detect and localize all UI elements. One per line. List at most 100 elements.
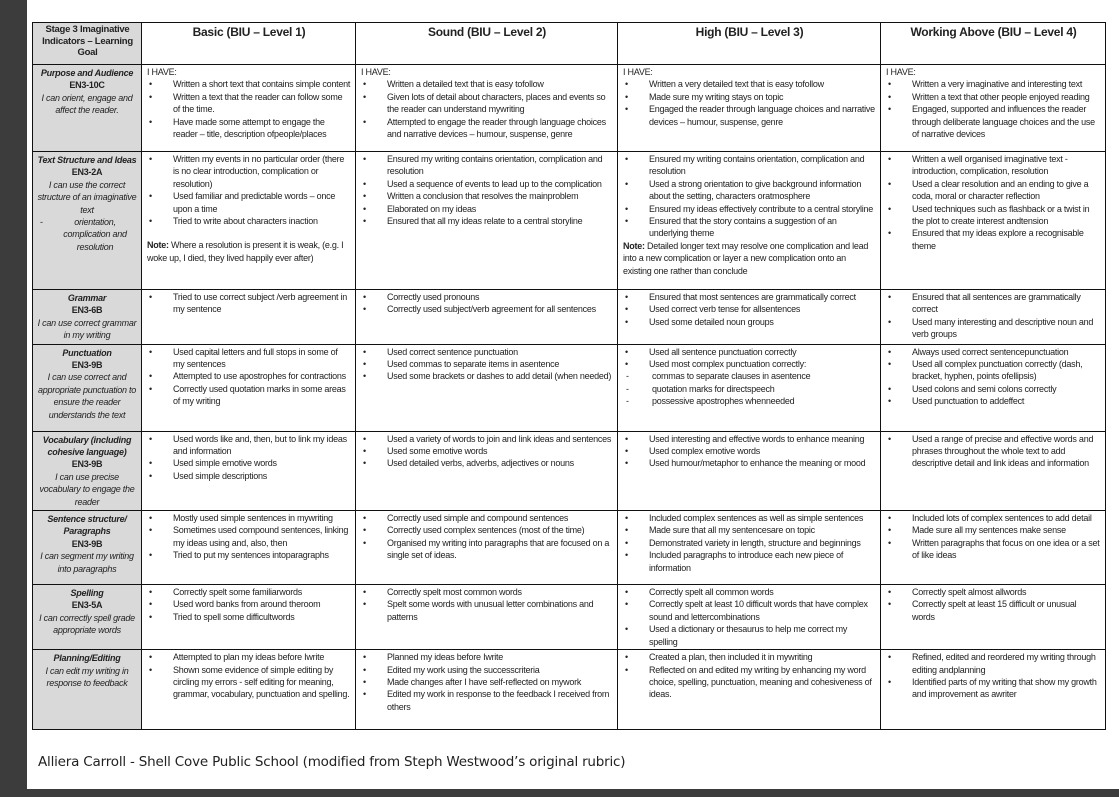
criteria-item: - quotation marks for directspeech [623, 383, 876, 395]
rubric-row: Punctuation EN3-9B I can use correct and a… [32, 343, 1106, 432]
goal-title: Purpose and Audience [40, 68, 134, 78]
criteria-text: Sometimes used compound sentences, linki… [173, 525, 349, 548]
criteria-text: Made changes after I have self-reflected… [387, 676, 582, 687]
criteria-item: • Written a text that the reader can foll… [147, 91, 351, 116]
criteria-item: • Sometimes used compound sentences, link… [147, 524, 351, 549]
criteria-item: • Used colons and semi colons correctly [886, 383, 1101, 395]
criteria-cell: • Included lots of complex sentences to a… [880, 510, 1106, 586]
criteria-item: • Ensured that all sentences are grammati… [886, 291, 1101, 316]
header-level-4: Working Above (BIU – Level 4) [880, 22, 1106, 65]
criteria-item: • Used capital letters and full stops in … [147, 346, 351, 371]
criteria-cell: I HAVE: • Written a short text that contai… [141, 64, 356, 152]
criteria-text: Included complex sentences as well as si… [649, 513, 864, 524]
goal-code: EN3-9B [71, 360, 103, 371]
criteria-item: • Used humour/metaphor to enhance the mea… [623, 457, 876, 469]
criteria-item: • Given lots of detail about characters, … [361, 91, 613, 116]
rubric-row: Spelling EN3-5A I can correctly spell grad… [32, 584, 1106, 651]
criteria-cell: • Written a well organised imaginative te… [880, 151, 1106, 290]
bullet-icon: • [888, 91, 891, 102]
goal-description: I can use the correct structure of an im… [37, 179, 137, 215]
criteria-item: • Made changes after I have self-reflecte… [361, 676, 613, 688]
bullet-icon: • [149, 611, 152, 622]
criteria-text: Ensured that the story contains a sugges… [649, 216, 837, 239]
criteria-text: Correctly spelt almost allwords [912, 587, 1027, 598]
criteria-item: • Written paragraphs that focus on one id… [886, 537, 1101, 562]
bullet-icon: • [149, 216, 152, 227]
criteria-text: Used word banks from around theroom [173, 599, 321, 610]
bullet-icon: • [888, 203, 891, 214]
criteria-item: • Ensured my ideas effectively contribute… [623, 203, 876, 215]
learning-goal-cell: Grammar EN3-6B I can use correct grammar i… [32, 289, 142, 345]
goal-title: Spelling [70, 588, 104, 599]
criteria-text: Correctly used pronouns [387, 292, 480, 302]
criteria-text: Used capital letters and full stops in s… [173, 346, 338, 370]
criteria-text: Written a short text that contains simpl… [173, 79, 351, 90]
criteria-text: Written a text that other people enjoyed… [912, 91, 1090, 102]
criteria-text: Spelt some words with unusual letter com… [387, 599, 594, 622]
criteria-item: • Used interesting and effective words to… [623, 433, 876, 445]
goal-code: EN3-9B [71, 459, 103, 470]
bullet-icon: • [625, 203, 628, 214]
criteria-text: Written a conclusion that resolves the m… [387, 191, 579, 202]
criteria-item: • Used simple descriptions [147, 470, 351, 482]
criteria-text: Used humour/metaphor to enhance the mean… [649, 458, 866, 469]
learning-goal-cell: Planning/Editing I can edit my writing in… [32, 649, 142, 731]
criteria-cell: • Included complex sentences as well as s… [617, 510, 881, 586]
criteria-item: • Correctly used quotation marks in some … [147, 383, 351, 408]
criteria-text: Correctly used quotation marks in some a… [173, 383, 346, 407]
criteria-item: • Used commas to separate items in asente… [361, 358, 613, 370]
bullet-icon: • [625, 433, 628, 444]
criteria-cell: • Correctly spelt almost allwords • Correct… [880, 584, 1106, 651]
goal-title: Grammar [67, 293, 107, 303]
goal-code: EN3-6B [71, 305, 103, 316]
criteria-text: Correctly spelt most common words [387, 587, 522, 598]
goal-description: I can edit my writing in response to fee… [45, 665, 129, 688]
goal-code: EN3-10C [69, 80, 105, 91]
criteria-cell: • Written my events in no particular orde… [141, 151, 356, 290]
bullet-icon: • [888, 104, 891, 115]
criteria-item: • Written a well organised imaginative te… [886, 153, 1101, 178]
criteria-text: Attempted to engage the reader through l… [387, 116, 606, 140]
criteria-text: Ensured that all my ideas relate to a ce… [387, 216, 583, 227]
goal-code: EN3-9B [71, 538, 103, 549]
bullet-icon: • [625, 292, 628, 302]
criteria-item: • Have made some attempt to engage the re… [147, 116, 351, 141]
goal-sub-item-text: orientation, complication and resolution [63, 217, 127, 252]
criteria-item: • Used a clear resolution and an ending t… [886, 178, 1101, 203]
criteria-item: • Used a range of precise and effective w… [886, 433, 1101, 470]
bullet-icon: • [363, 203, 366, 214]
criteria-item: • Edited my work in response to the feedb… [361, 688, 613, 713]
criteria-cell: • Attempted to plan my ideas before Iwrit… [141, 649, 356, 731]
rubric-row: Purpose and Audience EN3-10C I can orient,… [32, 64, 1106, 152]
criteria-item: • Correctly spelt all common words [623, 586, 876, 598]
bullet-icon: • [625, 304, 628, 315]
bullet-icon: • [149, 346, 152, 357]
criteria-text: Correctly used complex sentences (most o… [387, 525, 585, 536]
criteria-text: Used correct verb tense for allsentences [649, 304, 801, 315]
bullet-icon: • [625, 359, 628, 370]
criteria-cell: • Used a variety of words to join and lin… [355, 430, 618, 512]
criteria-item: • Used a sequence of events to lead up to… [361, 178, 613, 190]
bullet-icon: • [625, 446, 628, 457]
bullet-icon: • [363, 371, 366, 382]
bullet-icon: • [363, 599, 366, 610]
criteria-text: Used a variety of words to join and link… [387, 433, 612, 444]
criteria-text: Written paragraphs that focus on one ide… [912, 537, 1100, 561]
criteria-text: Ensured that my ideas explore a recognis… [912, 228, 1084, 251]
footer-credit: Alliera Carroll - Shell Cove Public Scho… [38, 754, 626, 770]
bullet-icon: • [149, 292, 152, 302]
criteria-text: Made sure that all my sentencesare on to… [649, 525, 815, 536]
goal-title: Sentence structure/ Paragraphs [47, 514, 127, 537]
learning-goal-cell: Purpose and Audience EN3-10C I can orient,… [32, 64, 142, 152]
criteria-item: • Attempted to engage the reader through … [361, 116, 613, 141]
criteria-item: • Refined, edited and reordered my writin… [886, 651, 1101, 676]
criteria-text: Used many interesting and descriptive no… [912, 316, 1094, 340]
criteria-item: • Used most complex punctuation correctly… [623, 358, 876, 370]
criteria-item: • Made sure that all my sentencesare on t… [623, 524, 876, 536]
criteria-text: Ensured that most sentences are grammati… [649, 292, 856, 302]
criteria-text: Used familiar and predictable words – on… [173, 191, 336, 214]
bullet-icon: • [888, 346, 891, 357]
bullet-icon: • [625, 458, 628, 469]
bullet-icon: • [149, 652, 152, 663]
bullet-icon: • [363, 116, 366, 127]
